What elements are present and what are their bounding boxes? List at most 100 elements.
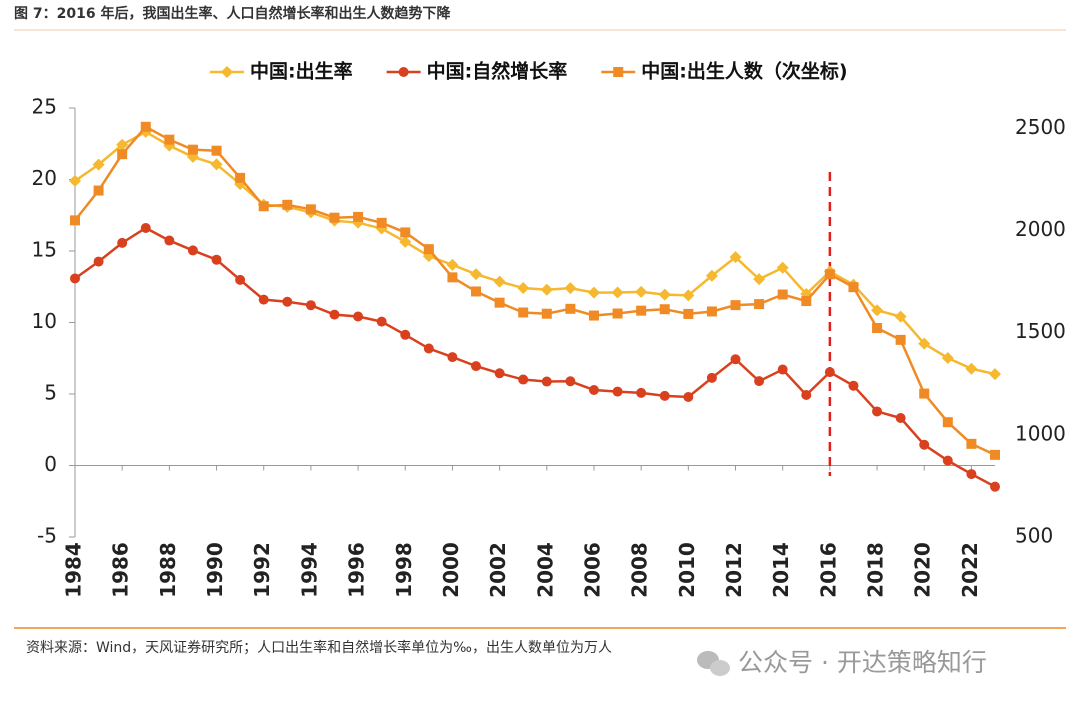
point bbox=[140, 121, 151, 132]
x-tick-label: 2000 bbox=[439, 542, 463, 598]
legend-item: 中国:出生率 bbox=[210, 60, 353, 83]
point bbox=[235, 274, 246, 285]
x-tick-label: 2020 bbox=[911, 542, 935, 598]
legend-item: 中国:自然增长率 bbox=[386, 60, 567, 83]
point bbox=[848, 282, 859, 293]
point bbox=[824, 269, 835, 280]
series-line bbox=[74, 130, 996, 376]
point bbox=[517, 282, 530, 295]
point bbox=[683, 308, 694, 319]
point bbox=[541, 376, 552, 387]
point bbox=[398, 67, 409, 77]
y2-tick-label: 2500 bbox=[1015, 115, 1066, 139]
y2-tick-label: 1500 bbox=[1015, 319, 1066, 343]
watermark: 公众号 · 开达策略知行 bbox=[738, 648, 987, 677]
y-tick-label: 0 bbox=[44, 452, 57, 476]
point bbox=[683, 392, 694, 403]
point bbox=[164, 235, 175, 246]
point bbox=[989, 368, 1001, 381]
point bbox=[69, 174, 81, 187]
point bbox=[211, 145, 222, 156]
point bbox=[221, 66, 233, 78]
point bbox=[824, 367, 835, 378]
point bbox=[235, 172, 246, 183]
legend-label: 中国:出生率 bbox=[250, 60, 353, 83]
x-tick-label: 1984 bbox=[62, 542, 86, 598]
x-tick-label: 1986 bbox=[109, 542, 133, 598]
x-tick-label: 1990 bbox=[203, 542, 227, 598]
point bbox=[470, 268, 483, 281]
point bbox=[753, 273, 766, 286]
y-tick-label: 25 bbox=[32, 95, 57, 119]
point bbox=[376, 217, 387, 228]
point bbox=[446, 258, 459, 271]
point bbox=[211, 254, 222, 265]
point bbox=[400, 329, 411, 340]
x-tick-label: 1994 bbox=[297, 542, 321, 598]
x-tick-label: 2018 bbox=[864, 542, 888, 598]
point bbox=[70, 215, 80, 226]
point bbox=[400, 227, 411, 238]
point bbox=[941, 351, 954, 364]
point bbox=[965, 362, 978, 375]
point bbox=[588, 310, 599, 321]
point bbox=[494, 297, 505, 308]
point bbox=[565, 303, 576, 314]
point bbox=[540, 283, 553, 296]
point bbox=[919, 388, 930, 399]
x-tick-label: 1988 bbox=[156, 542, 180, 598]
point bbox=[518, 374, 529, 385]
point bbox=[918, 337, 931, 350]
point bbox=[494, 368, 505, 379]
watermark-icon bbox=[697, 651, 730, 676]
point bbox=[635, 285, 648, 298]
point bbox=[848, 380, 859, 391]
point bbox=[942, 455, 953, 466]
point bbox=[588, 384, 599, 395]
point bbox=[282, 199, 293, 210]
point bbox=[140, 222, 151, 233]
point bbox=[966, 469, 977, 480]
point bbox=[471, 286, 482, 297]
point bbox=[871, 304, 884, 317]
point bbox=[447, 352, 458, 363]
x-tick-label: 1992 bbox=[250, 542, 274, 598]
point bbox=[659, 390, 670, 401]
point bbox=[658, 288, 671, 301]
point bbox=[92, 158, 105, 171]
y2-tick-label: 1000 bbox=[1015, 421, 1066, 445]
y2-tick-label: 2000 bbox=[1015, 217, 1066, 241]
point bbox=[423, 343, 434, 354]
point bbox=[353, 311, 364, 322]
point bbox=[164, 134, 175, 145]
point bbox=[612, 308, 623, 319]
point bbox=[541, 308, 552, 319]
legend-label: 中国:出生人数（次坐标) bbox=[641, 60, 847, 83]
point bbox=[399, 235, 412, 248]
point bbox=[894, 310, 907, 323]
legend-item: 中国:出生人数（次坐标) bbox=[601, 60, 848, 83]
point bbox=[706, 306, 717, 317]
point bbox=[493, 275, 506, 288]
point bbox=[777, 364, 788, 375]
point bbox=[353, 211, 364, 222]
point bbox=[471, 361, 482, 372]
point bbox=[258, 201, 269, 212]
x-tick-label: 2016 bbox=[816, 542, 840, 598]
point bbox=[611, 286, 624, 299]
y-tick-label: -5 bbox=[37, 524, 57, 548]
x-tick-label: 2006 bbox=[580, 542, 604, 598]
point bbox=[187, 245, 198, 256]
point bbox=[801, 296, 812, 307]
point bbox=[305, 300, 316, 311]
point bbox=[613, 67, 624, 77]
point bbox=[682, 289, 695, 302]
point bbox=[447, 272, 458, 283]
point bbox=[117, 237, 128, 248]
point bbox=[93, 185, 104, 196]
point bbox=[422, 250, 435, 263]
source-note: 资料来源：Wind，天风证券研究所；人口出生率和自然增长率单位为‰，出生人数单位… bbox=[26, 639, 612, 656]
point bbox=[329, 212, 340, 223]
